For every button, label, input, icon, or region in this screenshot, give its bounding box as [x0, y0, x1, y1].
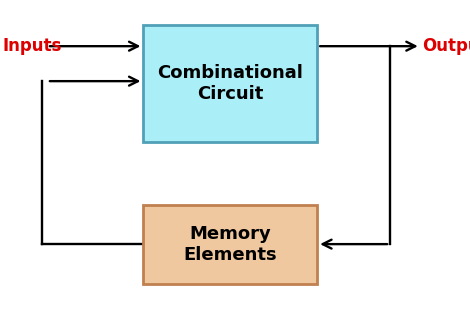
Bar — [143, 25, 317, 142]
Text: Memory
Elements: Memory Elements — [183, 225, 277, 264]
Text: Inputs: Inputs — [2, 37, 62, 55]
Bar — [143, 205, 317, 284]
Text: Outputs: Outputs — [422, 37, 470, 55]
Text: Combinational
Circuit: Combinational Circuit — [157, 64, 303, 103]
